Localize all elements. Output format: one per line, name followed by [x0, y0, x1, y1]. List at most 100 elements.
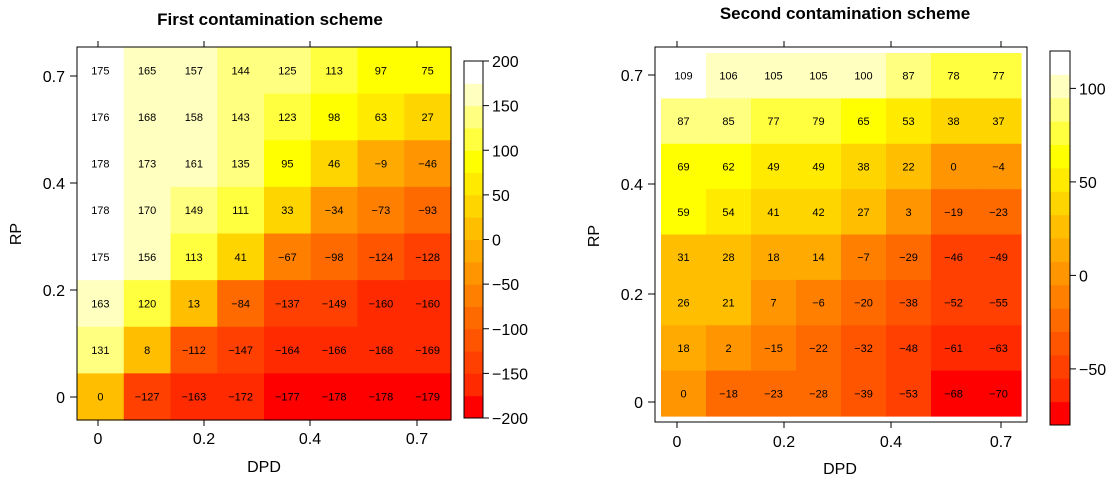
cell-value-label: 149 — [185, 205, 203, 217]
x-axis: 0 0.2 0.4 0.7 DPD — [673, 41, 1012, 478]
cell-value-label: −19 — [944, 207, 963, 219]
cell-value-label: −164 — [275, 345, 300, 357]
cell-value-label: −4 — [992, 161, 1005, 173]
heatmap-cell — [264, 326, 312, 374]
cell-value-label: 53 — [902, 116, 914, 128]
heatmap-cells — [661, 53, 1022, 417]
heatmap-cell — [404, 280, 452, 328]
heatmap-cell — [931, 98, 977, 145]
colorbar-swatch — [1050, 378, 1070, 403]
heatmap-cell — [751, 143, 797, 190]
heatmap-cell — [886, 53, 932, 99]
cell-value-label: −177 — [275, 392, 300, 404]
cell-value-label: 49 — [812, 161, 824, 173]
heatmap-cell — [357, 280, 405, 328]
heatmap-cell — [751, 189, 797, 236]
heatmap-cell — [976, 234, 1022, 281]
heatmap-cell — [796, 143, 842, 190]
colorbar-swatch — [1050, 238, 1070, 262]
heatmap-cell — [217, 373, 265, 421]
y-tick-label: 0.4 — [43, 176, 65, 193]
cell-value-label: 113 — [325, 65, 343, 77]
heatmap-cell — [217, 47, 265, 95]
cell-value-label: −169 — [415, 345, 440, 357]
heatmap-cell — [170, 140, 218, 188]
heatmap-cell — [661, 234, 707, 281]
colorbar-swatch — [1050, 284, 1070, 309]
cell-value-label: −22 — [809, 343, 828, 355]
heatmap-cell — [77, 373, 125, 421]
heatmap-cell — [310, 326, 359, 374]
heatmap-cell — [661, 53, 707, 99]
colorbar-swatch — [464, 306, 483, 330]
y-tick-label: 0.2 — [43, 283, 65, 300]
heatmap-cell — [310, 93, 359, 141]
cell-value-label: −38 — [899, 298, 918, 310]
heatmap-cell — [310, 373, 359, 421]
colorbar-swatch — [1050, 191, 1070, 216]
heatmap-cell — [357, 326, 405, 374]
cell-value-label: 0 — [950, 161, 956, 173]
x-axis-label: DPD — [823, 461, 857, 478]
colorbar-swatch — [1050, 144, 1070, 169]
heatmap-cell — [931, 53, 977, 99]
colorbar-swatch — [464, 328, 483, 352]
cell-value-label: 178 — [91, 159, 109, 171]
colorbar-swatch — [464, 194, 483, 218]
heatmap-cell — [357, 373, 405, 421]
cell-value-label: 175 — [91, 65, 109, 77]
cell-value-label: 111 — [232, 205, 249, 217]
y-tick-label: 0.7 — [43, 69, 65, 86]
colorbar-swatch — [1050, 261, 1070, 286]
heatmap-cell — [661, 325, 707, 372]
heatmap-cell — [931, 370, 977, 417]
heatmap-cell — [123, 140, 172, 188]
heatmap-cell — [841, 189, 887, 236]
cell-value-label: 65 — [857, 116, 869, 128]
heatmap-cell — [796, 53, 842, 99]
cell-value-label: 38 — [947, 116, 959, 128]
x-tick-label: 0.2 — [773, 434, 795, 451]
cell-value-label: 28 — [722, 252, 734, 264]
heatmap-cell — [796, 279, 842, 326]
heatmap-cell — [751, 98, 797, 145]
heatmap-cell — [123, 280, 172, 328]
cell-value-label: 120 — [138, 298, 156, 310]
heatmap-cell — [751, 370, 797, 417]
heatmap-cell — [796, 98, 842, 145]
cell-value-label: 63 — [375, 112, 387, 124]
cell-value-label: −147 — [228, 345, 253, 357]
heatmap-cell — [751, 325, 797, 372]
heatmap-cell — [796, 325, 842, 372]
colorbar-tick-label: 50 — [492, 188, 510, 205]
heatmap-cell — [661, 98, 707, 145]
cell-value-label: 49 — [767, 161, 779, 173]
colorbar-swatch — [1050, 74, 1070, 99]
heatmap-cell — [886, 370, 932, 417]
cell-value-label: 87 — [902, 71, 914, 83]
heatmap-cell — [976, 325, 1022, 372]
colorbar-swatch — [464, 239, 483, 263]
heatmap-cell — [706, 143, 752, 190]
colorbar-swatches — [1050, 51, 1070, 426]
x-axis-label: DPD — [247, 459, 281, 476]
cell-value-label: 41 — [235, 252, 247, 264]
colorbar-tick-label: 50 — [1079, 175, 1097, 192]
heatmap-cell — [170, 280, 218, 328]
colorbar-swatch — [464, 261, 483, 285]
cell-value-label: 37 — [992, 116, 1004, 128]
y-tick-label: 0.7 — [621, 68, 643, 85]
cell-value-label: −49 — [989, 252, 1008, 264]
cell-value-label: −84 — [231, 298, 250, 310]
cell-value-label: 77 — [992, 71, 1004, 83]
cell-value-label: −166 — [322, 345, 347, 357]
heatmap-cell — [264, 93, 312, 141]
heatmap-cell — [404, 93, 452, 141]
heatmap-cell — [123, 47, 172, 95]
heatmap-cell — [310, 47, 359, 95]
cell-value-label: 175 — [91, 252, 109, 264]
heatmap-cell — [217, 233, 265, 281]
heatmap-cell — [123, 233, 172, 281]
cell-value-label: −7 — [857, 252, 870, 264]
cell-value-label: 105 — [809, 71, 827, 83]
